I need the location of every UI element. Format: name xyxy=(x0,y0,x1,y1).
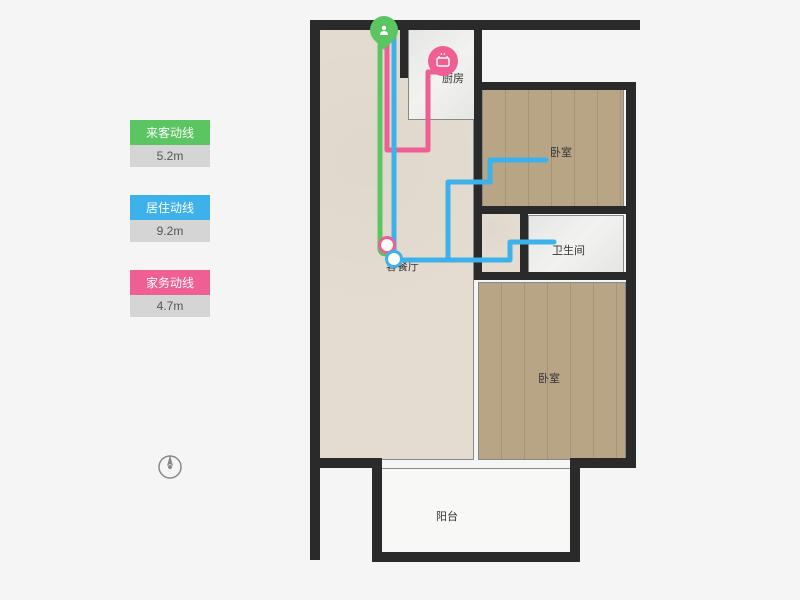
legend-value-chore: 4.7m xyxy=(130,295,210,317)
legend-item-living: 居住动线 9.2m xyxy=(130,195,210,242)
legend-label-chore: 家务动线 xyxy=(130,270,210,295)
floor-plan: 厨房 卧室 卫生间 客餐厅 卧室 阳台 xyxy=(310,10,640,565)
legend-value-living: 9.2m xyxy=(130,220,210,242)
compass-icon xyxy=(155,452,185,482)
legend-item-guest: 来客动线 5.2m xyxy=(130,120,210,167)
legend-value-guest: 5.2m xyxy=(130,145,210,167)
legend-label-living: 居住动线 xyxy=(130,195,210,220)
legend-panel: 来客动线 5.2m 居住动线 9.2m 家务动线 4.7m xyxy=(130,120,210,345)
kitchen-pin-icon xyxy=(428,46,458,76)
legend-label-guest: 来客动线 xyxy=(130,120,210,145)
flow-routes xyxy=(310,10,640,565)
route-end-living xyxy=(385,250,403,268)
route-living-path xyxy=(394,32,554,260)
legend-item-chore: 家务动线 4.7m xyxy=(130,270,210,317)
